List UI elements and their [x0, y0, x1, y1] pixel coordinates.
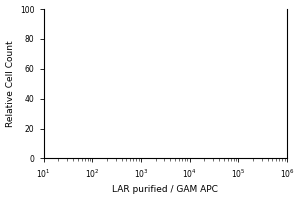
Y-axis label: Relative Cell Count: Relative Cell Count	[6, 40, 15, 127]
X-axis label: LAR purified / GAM APC: LAR purified / GAM APC	[112, 185, 218, 194]
